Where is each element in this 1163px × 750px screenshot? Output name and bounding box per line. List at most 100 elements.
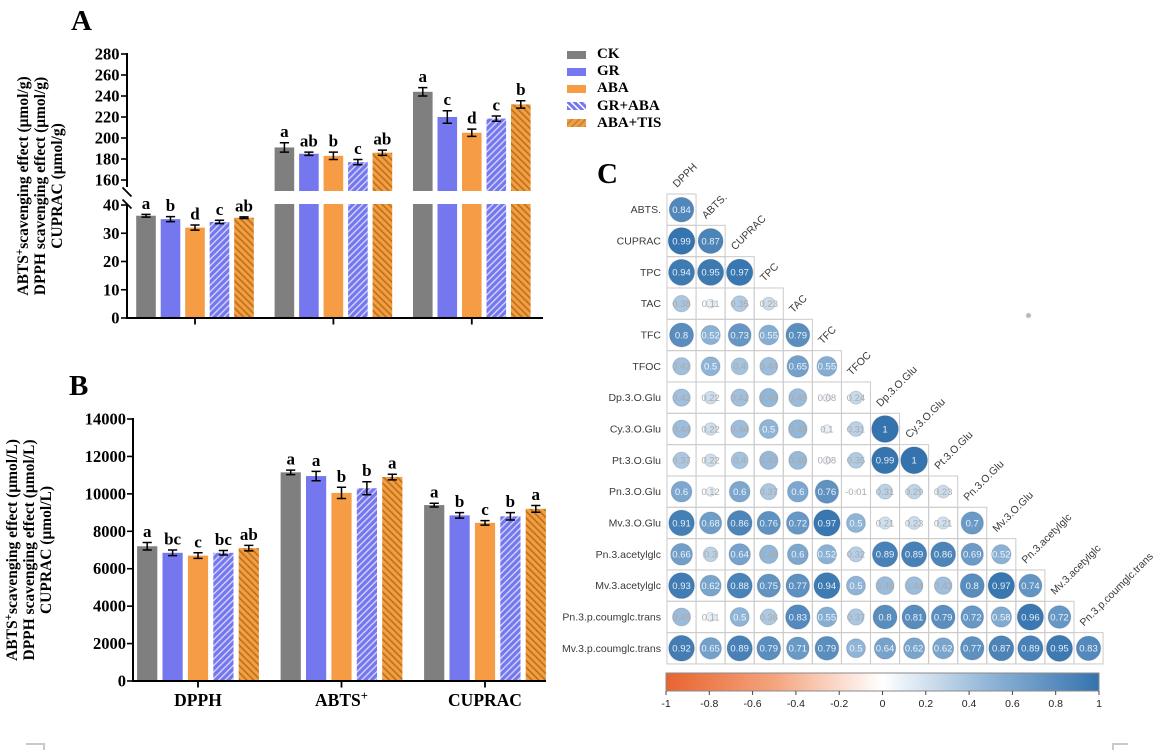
corr-circle-Dp.3.O.Glu-vs-TFC xyxy=(822,393,832,402)
corr-row-label-TAC: TAC xyxy=(641,298,662,310)
corr-value-TFOC-vs-ABTS.: 0.5 xyxy=(704,362,717,373)
corr-value-Pn.3.O.Glu-vs-TFOC: -0.01 xyxy=(845,487,867,498)
corr-value-Dp.3.O.Glu-vs-TFOC: 0.24 xyxy=(847,393,866,404)
corr-circle-Mv.3.acetylglc-vs-Pn.3.O.Glu xyxy=(959,573,985,599)
panel-b-chart: aaabcabcbcbcbbabaa0200040006000800010000… xyxy=(3,410,546,710)
legend-swatch-aba-tis xyxy=(567,119,586,128)
error-bar-ABA-DPPH xyxy=(193,552,203,560)
corr-value-Mv.3.O.Glu-vs-CUPRAC: 0.86 xyxy=(730,518,749,529)
corr-value-Mv.3.p.coumglc.trans-vs-TFOC: 0.5 xyxy=(849,644,862,655)
error-bar-ABA+TIS-CUPRAC xyxy=(531,504,541,513)
corr-value-Mv.3.p.coumglc.trans-vs-CUPRAC: 0.89 xyxy=(730,644,749,655)
corr-circle-Mv.3.O.Glu-vs-Cy.3.O.Glu xyxy=(907,516,922,530)
corr-row-label-TPC: TPC xyxy=(640,267,661,279)
corr-circle-Mv.3.acetylglc-vs-Cy.3.O.Glu xyxy=(904,576,924,596)
corr-value-Pn.3.acetylglc-vs-TPC: 0.48 xyxy=(759,550,778,561)
y-tick-label: 4000 xyxy=(93,597,126,616)
bar-ABA+TIS-CUPRAC-upper xyxy=(511,104,531,191)
bar-GR-DPPH xyxy=(162,552,183,681)
legend-item-ck: CK xyxy=(567,46,661,63)
bar-GR-CUPRAC-upper xyxy=(437,117,458,191)
corr-value-TFC-vs-TAC: 0.79 xyxy=(789,330,808,341)
corr-circle-Mv.3.p.coumglc.trans-vs-Mv.3.O.Glu xyxy=(988,635,1015,662)
corr-circle-Pn.3.p.coumglc.trans-vs-DPPH xyxy=(672,607,692,627)
colorbar-tick-label: -0.6 xyxy=(744,698,762,710)
corr-value-Pn.3.O.Glu-vs-ABTS.: 0.12 xyxy=(701,487,720,498)
corr-circle-Pn.3.p.coumglc.trans-vs-TFOC xyxy=(847,608,865,626)
error-bar-GR+ABA-ABTS⁺ xyxy=(362,480,372,496)
panel-a-label: A xyxy=(71,5,92,37)
corr-value-TAC-vs-ABTS.: 0.11 xyxy=(702,299,720,310)
corr-circle-Cy.3.O.Glu-vs-TAC xyxy=(788,419,808,439)
corr-circle-Mv.3.O.Glu-vs-Pt.3.O.Glu xyxy=(936,516,950,530)
bar-ABA+TIS-ABTS⁺ xyxy=(382,477,403,681)
corr-circle-Cy.3.O.Glu-vs-TFC xyxy=(822,424,832,434)
corr-value-Mv.3.acetylglc-vs-TFOC: 0.5 xyxy=(849,581,862,592)
bar-ABA-CUPRAC xyxy=(474,522,496,681)
corr-circle-Mv.3.p.coumglc.trans-vs-Pt.3.O.Glu xyxy=(932,637,955,660)
sig-letter-ABA+TIS-ABTS+: ab xyxy=(373,130,391,149)
corr-circle-Pn.3.O.Glu-vs-ABTS. xyxy=(705,486,716,497)
corr-circle-Pn.3.acetylglc-vs-TFOC xyxy=(847,546,865,563)
sig-letter-GR-CUPRAC: b xyxy=(455,492,464,511)
y-tick-label: 8000 xyxy=(93,522,126,541)
corr-circle-Mv.3.acetylglc-vs-TAC xyxy=(785,573,811,598)
corr-circle-TPC-vs-ABTS. xyxy=(697,258,725,286)
colorbar-tick-label: 0.2 xyxy=(918,698,933,710)
bar-GR+ABA-ABTS+-upper xyxy=(348,162,368,191)
corr-value-Mv.3.acetylglc-vs-Pt.3.O.Glu: 0.43 xyxy=(934,581,953,592)
corr-circle-Pn.3.p.coumglc.trans-vs-Pt.3.O.Glu xyxy=(930,604,956,630)
corr-circle-Pn.3.p.coumglc.trans-vs-TAC xyxy=(785,604,811,630)
corr-circle-Pn.3.O.Glu-vs-TPC xyxy=(760,482,778,501)
corr-circle-TFOC-vs-DPPH xyxy=(672,357,691,376)
error-bar-GR-DPPH xyxy=(168,549,178,557)
sig-letter-ABA-CUPRAC: c xyxy=(481,500,489,519)
sig-letter-ABA+TIS-DPPH: ab xyxy=(235,196,253,215)
error-bar-GR+ABA-CUPRAC xyxy=(491,115,501,122)
corr-circle-Pt.3.O.Glu-vs-Cy.3.O.Glu xyxy=(900,446,928,475)
corr-circle-Pn.3.O.Glu-vs-Cy.3.O.Glu xyxy=(906,483,922,500)
bar-ABA+TIS-ABTS+-upper xyxy=(372,152,393,191)
corr-value-Pn.3.p.coumglc.trans-vs-DPPH: 0.45 xyxy=(672,612,691,623)
corr-circle-TFOC-vs-TPC xyxy=(759,356,779,376)
legend-swatch-ck xyxy=(567,50,586,59)
corr-circle-Pn.3.acetylglc-vs-Mv.3.O.Glu xyxy=(991,544,1012,565)
corr-circle-Cy.3.O.Glu-vs-CUPRAC xyxy=(730,419,750,439)
corr-circle-Dp.3.O.Glu-vs-ABTS. xyxy=(703,390,718,405)
legend-swatch-gr xyxy=(567,67,586,76)
corr-circle-Mv.3.p.coumglc.trans-vs-CUPRAC xyxy=(726,635,753,662)
corr-value-Mv.3.acetylglc-vs-TPC: 0.75 xyxy=(759,581,778,592)
y-tick-label: 200 xyxy=(95,129,120,148)
corr-row-label-TFOC: TFOC xyxy=(632,361,661,373)
y-tick-label: 0 xyxy=(111,309,119,328)
corr-value-Mv.3.p.coumglc.trans-vs-Mv.3.acetylglc: 0.95 xyxy=(1050,644,1069,655)
corr-value-Pn.3.acetylglc-vs-Mv.3.O.Glu: 0.52 xyxy=(992,550,1011,561)
bar-CK-ABTS⁺ xyxy=(280,472,301,681)
sig-letter-ABA-ABTS⁺: b xyxy=(337,467,346,486)
corr-value-TAC-vs-TPC: 0.23 xyxy=(759,299,778,310)
corr-circle-Mv.3.p.coumglc.trans-vs-TPC xyxy=(756,635,782,661)
corr-value-Pt.3.O.Glu-vs-DPPH: 0.37 xyxy=(672,456,691,467)
corr-value-Pt.3.O.Glu-vs-TFC: 0.08 xyxy=(818,456,837,467)
corr-value-Mv.3.O.Glu-vs-DPPH: 0.91 xyxy=(672,518,691,529)
corr-value-Pn.3.p.coumglc.trans-vs-TAC: 0.83 xyxy=(789,612,808,623)
corr-diagonal-label-DPPH: DPPH xyxy=(671,161,700,190)
bar-CK-CUPRAC xyxy=(424,505,445,681)
y-tick-label: 0 xyxy=(118,672,126,691)
corr-row-label-ABTS.: ABTS. xyxy=(631,204,661,216)
y-tick-label: 2000 xyxy=(93,634,126,653)
corr-row-label-Pn.3.acetylglc: Pn.3.acetylglc xyxy=(596,549,661,561)
legend-label-aba: ABA xyxy=(597,80,629,97)
corr-value-Mv.3.acetylglc-vs-Pn.3.O.Glu: 0.8 xyxy=(966,581,979,592)
corr-value-TFC-vs-DPPH: 0.8 xyxy=(675,330,688,341)
corr-circle-Pn.3.acetylglc-vs-TAC xyxy=(786,543,809,566)
corr-value-Mv.3.O.Glu-vs-TFC: 0.97 xyxy=(818,518,837,529)
colorbar-tick-label: 1 xyxy=(1096,698,1102,710)
corr-circle-Pt.3.O.Glu-vs-TAC xyxy=(788,450,808,470)
corr-circle-TFOC-vs-CUPRAC xyxy=(730,357,749,376)
corr-value-Cy.3.O.Glu-vs-TAC: 0.48 xyxy=(789,424,808,435)
corr-value-Pn.3.O.Glu-vs-CUPRAC: 0.6 xyxy=(733,487,746,498)
corr-circle-Pn.3.acetylglc-vs-Dp.3.O.Glu xyxy=(871,541,899,568)
corr-value-Pn.3.O.Glu-vs-Cy.3.O.Glu: 0.29 xyxy=(905,487,924,498)
corr-circle-Cy.3.O.Glu-vs-TFOC xyxy=(847,421,864,437)
